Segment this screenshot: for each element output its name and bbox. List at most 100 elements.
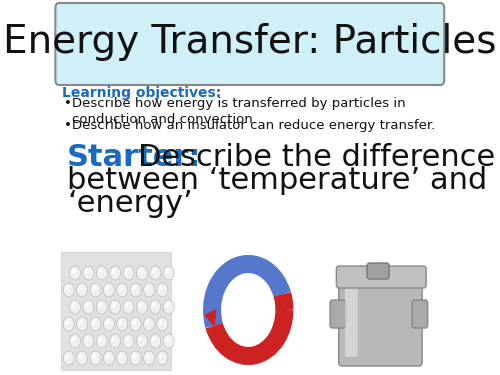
Circle shape — [157, 283, 168, 297]
Circle shape — [92, 285, 96, 291]
Circle shape — [146, 320, 150, 324]
FancyBboxPatch shape — [367, 263, 389, 279]
Circle shape — [112, 268, 116, 273]
Circle shape — [165, 336, 169, 342]
Circle shape — [123, 300, 134, 314]
Circle shape — [63, 317, 74, 331]
Circle shape — [119, 285, 122, 291]
Circle shape — [136, 334, 147, 348]
Circle shape — [76, 351, 88, 365]
Polygon shape — [274, 279, 283, 294]
Circle shape — [159, 354, 163, 358]
Circle shape — [165, 303, 169, 307]
Circle shape — [92, 354, 96, 358]
Circle shape — [157, 317, 168, 331]
Circle shape — [138, 336, 142, 342]
Circle shape — [117, 351, 128, 365]
Circle shape — [110, 266, 120, 280]
Text: Energy Transfer: Particles: Energy Transfer: Particles — [3, 23, 496, 61]
Circle shape — [90, 283, 101, 297]
Circle shape — [117, 317, 128, 331]
Circle shape — [144, 283, 154, 297]
Circle shape — [119, 354, 122, 358]
Circle shape — [112, 336, 116, 342]
Circle shape — [136, 300, 147, 314]
Circle shape — [163, 334, 174, 348]
Text: ‘energy’: ‘energy’ — [67, 189, 193, 218]
Text: between ‘temperature’ and: between ‘temperature’ and — [67, 166, 488, 195]
Circle shape — [98, 303, 102, 307]
Circle shape — [165, 268, 169, 273]
FancyBboxPatch shape — [61, 252, 171, 370]
Circle shape — [138, 303, 142, 307]
Circle shape — [144, 351, 154, 365]
Circle shape — [70, 266, 80, 280]
Circle shape — [63, 351, 74, 365]
Circle shape — [85, 268, 89, 273]
Circle shape — [76, 317, 88, 331]
Text: •: • — [64, 119, 72, 132]
Circle shape — [83, 266, 94, 280]
FancyBboxPatch shape — [56, 3, 444, 85]
Circle shape — [125, 268, 129, 273]
Circle shape — [152, 336, 156, 342]
Circle shape — [70, 300, 80, 314]
Circle shape — [110, 300, 120, 314]
Circle shape — [85, 336, 89, 342]
Circle shape — [83, 334, 94, 348]
Circle shape — [163, 266, 174, 280]
Polygon shape — [205, 310, 216, 326]
Circle shape — [146, 354, 150, 358]
Circle shape — [78, 320, 82, 324]
Circle shape — [96, 300, 108, 314]
Circle shape — [65, 354, 69, 358]
Circle shape — [157, 351, 168, 365]
Circle shape — [106, 320, 109, 324]
FancyBboxPatch shape — [412, 300, 428, 328]
Circle shape — [146, 285, 150, 291]
Circle shape — [130, 351, 141, 365]
Circle shape — [125, 303, 129, 307]
Circle shape — [152, 303, 156, 307]
Text: •: • — [64, 97, 72, 110]
Circle shape — [63, 283, 74, 297]
Circle shape — [119, 320, 122, 324]
Circle shape — [138, 268, 142, 273]
Circle shape — [92, 320, 96, 324]
Circle shape — [85, 303, 89, 307]
Circle shape — [130, 317, 141, 331]
Circle shape — [96, 266, 108, 280]
Circle shape — [90, 317, 101, 331]
Circle shape — [152, 268, 156, 273]
Circle shape — [72, 336, 76, 342]
Circle shape — [65, 320, 69, 324]
Circle shape — [130, 283, 141, 297]
Circle shape — [163, 300, 174, 314]
Text: Describe how an insulator can reduce energy transfer.: Describe how an insulator can reduce ene… — [72, 119, 435, 132]
FancyBboxPatch shape — [338, 273, 422, 366]
Circle shape — [106, 285, 109, 291]
FancyBboxPatch shape — [336, 266, 426, 288]
Circle shape — [104, 351, 115, 365]
Circle shape — [98, 268, 102, 273]
Circle shape — [98, 336, 102, 342]
Text: Describe the difference: Describe the difference — [138, 143, 496, 172]
Circle shape — [132, 320, 136, 324]
FancyBboxPatch shape — [345, 283, 358, 357]
Circle shape — [104, 317, 115, 331]
Circle shape — [70, 334, 80, 348]
Text: Starter:: Starter: — [67, 143, 202, 172]
Text: Learning objectives:: Learning objectives: — [62, 86, 222, 100]
Circle shape — [110, 334, 120, 348]
Circle shape — [150, 266, 161, 280]
Circle shape — [65, 285, 69, 291]
Circle shape — [78, 285, 82, 291]
Circle shape — [125, 336, 129, 342]
Circle shape — [150, 300, 161, 314]
Circle shape — [78, 354, 82, 358]
Circle shape — [132, 285, 136, 291]
Circle shape — [106, 354, 109, 358]
Circle shape — [90, 351, 101, 365]
Circle shape — [144, 317, 154, 331]
Circle shape — [150, 334, 161, 348]
